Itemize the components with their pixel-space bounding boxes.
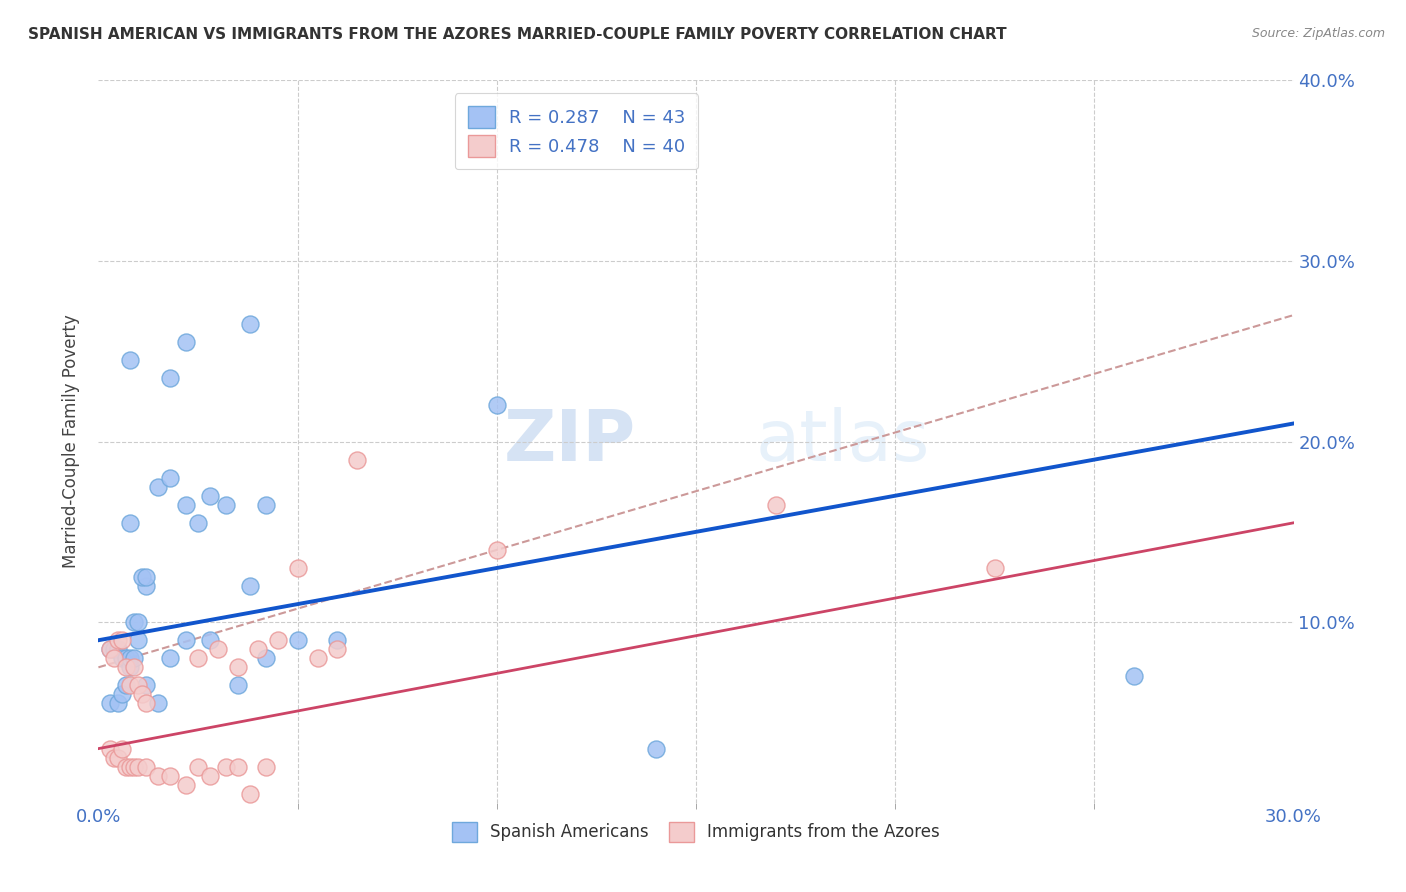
Point	[174, 335, 197, 350]
Point	[124, 760, 146, 774]
Point	[107, 642, 129, 657]
Point	[127, 615, 149, 630]
Point	[174, 498, 197, 512]
Text: atlas: atlas	[756, 407, 931, 476]
Point	[135, 678, 157, 692]
Point	[645, 741, 668, 756]
Point	[148, 697, 170, 711]
Point	[148, 769, 170, 783]
Point	[103, 651, 125, 665]
Point	[215, 498, 238, 512]
Point	[115, 651, 138, 665]
Point	[115, 660, 138, 674]
Point	[198, 769, 221, 783]
Point	[765, 498, 787, 512]
Point	[984, 561, 1007, 575]
Y-axis label: Married-Couple Family Poverty: Married-Couple Family Poverty	[62, 315, 80, 568]
Point	[120, 516, 142, 530]
Text: Source: ZipAtlas.com: Source: ZipAtlas.com	[1251, 27, 1385, 40]
Point	[148, 480, 170, 494]
Point	[159, 651, 181, 665]
Point	[226, 760, 249, 774]
Point	[1123, 669, 1146, 683]
Point	[124, 660, 146, 674]
Point	[246, 642, 269, 657]
Point	[254, 760, 277, 774]
Point	[159, 371, 181, 385]
Point	[127, 760, 149, 774]
Point	[326, 633, 349, 648]
Point	[485, 398, 508, 412]
Point	[239, 317, 262, 331]
Point	[98, 697, 122, 711]
Point	[254, 498, 277, 512]
Point	[135, 697, 157, 711]
Point	[127, 633, 149, 648]
Point	[187, 651, 209, 665]
Point	[239, 787, 262, 801]
Point	[107, 750, 129, 764]
Point	[115, 760, 138, 774]
Text: SPANISH AMERICAN VS IMMIGRANTS FROM THE AZORES MARRIED-COUPLE FAMILY POVERTY COR: SPANISH AMERICAN VS IMMIGRANTS FROM THE …	[28, 27, 1007, 42]
Point	[135, 570, 157, 584]
Point	[174, 778, 197, 792]
Point	[226, 678, 249, 692]
Point	[198, 489, 221, 503]
Point	[226, 660, 249, 674]
Point	[207, 642, 229, 657]
Point	[111, 687, 134, 701]
Point	[326, 642, 349, 657]
Point	[187, 760, 209, 774]
Point	[159, 471, 181, 485]
Point	[254, 651, 277, 665]
Point	[287, 633, 309, 648]
Point	[111, 741, 134, 756]
Point	[120, 660, 142, 674]
Point	[485, 542, 508, 557]
Point	[287, 561, 309, 575]
Point	[267, 633, 290, 648]
Text: ZIP: ZIP	[503, 407, 637, 476]
Point	[307, 651, 329, 665]
Legend: Spanish Americans, Immigrants from the Azores: Spanish Americans, Immigrants from the A…	[446, 815, 946, 848]
Point	[103, 642, 125, 657]
Point	[135, 760, 157, 774]
Point	[107, 633, 129, 648]
Point	[120, 651, 142, 665]
Point	[111, 633, 134, 648]
Point	[198, 633, 221, 648]
Point	[346, 452, 368, 467]
Point	[115, 678, 138, 692]
Point	[120, 353, 142, 368]
Point	[187, 516, 209, 530]
Point	[120, 678, 142, 692]
Point	[98, 642, 122, 657]
Point	[174, 633, 197, 648]
Point	[111, 651, 134, 665]
Point	[131, 687, 153, 701]
Point	[215, 760, 238, 774]
Point	[135, 579, 157, 593]
Point	[124, 615, 146, 630]
Point	[124, 651, 146, 665]
Point	[107, 697, 129, 711]
Point	[159, 769, 181, 783]
Point	[131, 570, 153, 584]
Point	[98, 642, 122, 657]
Point	[103, 750, 125, 764]
Point	[127, 678, 149, 692]
Point	[98, 741, 122, 756]
Point	[239, 579, 262, 593]
Point	[120, 760, 142, 774]
